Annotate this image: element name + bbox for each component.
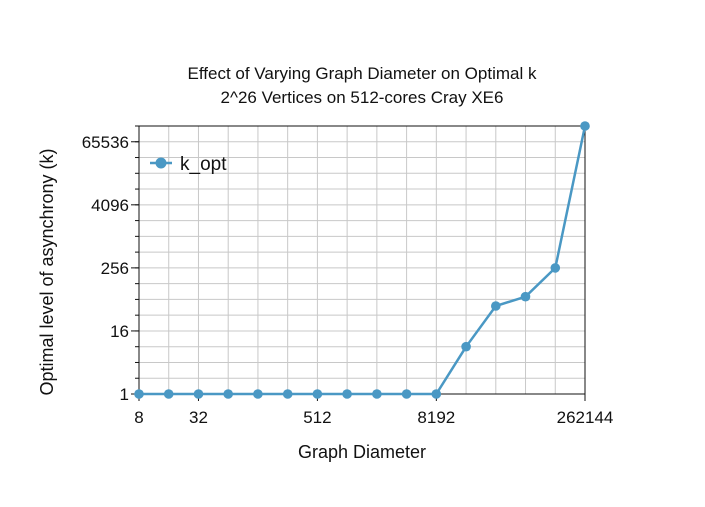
ticks <box>131 125 586 401</box>
tick-labels: 1 16 256 4096 65536 8 32 512 8192 262144 <box>82 133 614 427</box>
series-layer <box>134 121 590 399</box>
data-point <box>372 389 382 399</box>
data-point <box>401 389 412 399</box>
x-tick-label: 512 <box>303 408 331 427</box>
data-point <box>491 301 501 311</box>
data-point <box>193 389 204 399</box>
data-point <box>163 389 174 399</box>
y-axis-title: Optimal level of asynchrony (k) <box>37 148 57 395</box>
y-tick-label: 256 <box>101 259 129 278</box>
chart-title: Effect of Varying Graph Diameter on Opti… <box>188 64 537 83</box>
legend-marker <box>155 157 167 169</box>
data-point <box>134 389 144 399</box>
y-tick-label: 16 <box>110 322 129 341</box>
legend: k_opt <box>150 154 227 175</box>
x-tick-label: 8 <box>134 408 143 427</box>
x-tick-label: 262144 <box>557 408 614 427</box>
data-point <box>253 389 263 399</box>
data-point <box>312 389 323 399</box>
y-tick-label: 1 <box>120 385 129 404</box>
grid <box>138 125 586 395</box>
data-point <box>342 389 352 399</box>
data-point <box>282 389 293 399</box>
data-point <box>520 291 531 302</box>
data-point <box>580 121 590 131</box>
data-point <box>431 389 442 399</box>
data-point <box>461 341 471 352</box>
x-tick-label: 8192 <box>417 408 455 427</box>
y-tick-label: 65536 <box>82 133 129 152</box>
series-line <box>139 125 587 396</box>
x-axis-title: Graph Diameter <box>298 442 426 462</box>
data-point <box>550 263 561 273</box>
y-tick-label: 4096 <box>91 196 129 215</box>
chart-subtitle: 2^26 Vertices on 512-cores Cray XE6 <box>221 88 504 107</box>
x-tick-label: 32 <box>189 408 208 427</box>
data-point <box>223 389 233 399</box>
legend-label: k_opt <box>180 154 227 175</box>
